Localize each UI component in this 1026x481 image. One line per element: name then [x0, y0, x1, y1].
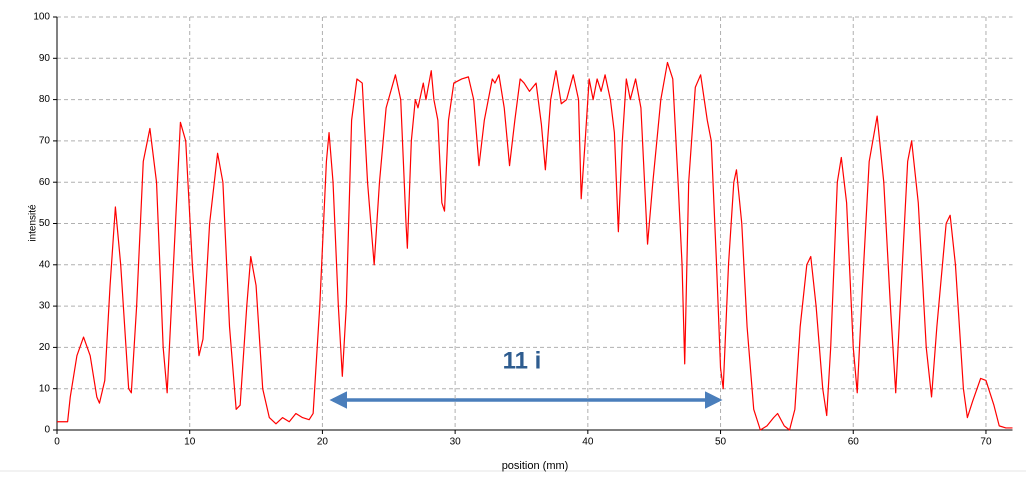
- x-tick-label: 70: [980, 437, 992, 448]
- y-tick-label: 40: [39, 259, 51, 270]
- y-tick-label: 60: [39, 177, 51, 188]
- data-line: [57, 61, 1013, 431]
- y-tick-label: 100: [33, 12, 50, 23]
- y-tick-label: 0: [44, 425, 50, 436]
- x-tick-label: 10: [184, 437, 196, 448]
- x-tick-label: 50: [715, 437, 727, 448]
- y-tick-label: 30: [39, 301, 51, 312]
- x-tick-label: 0: [54, 437, 60, 448]
- x-axis-label: position (mm): [502, 460, 569, 472]
- x-tick-label: 40: [582, 437, 594, 448]
- y-axis-label: intensité: [28, 204, 39, 242]
- annotation: 11 i: [503, 347, 542, 374]
- x-tick-label: 60: [848, 437, 860, 448]
- x-tick-label: 20: [317, 437, 329, 448]
- y-tick-label: 50: [39, 218, 51, 229]
- y-tick-label: 90: [39, 53, 51, 64]
- y-tick-label: 10: [39, 383, 51, 394]
- y-tick-label: 20: [39, 342, 51, 353]
- y-tick-label: 80: [39, 94, 51, 105]
- x-tick-label: 30: [450, 437, 462, 448]
- y-tick-label: 70: [39, 136, 51, 147]
